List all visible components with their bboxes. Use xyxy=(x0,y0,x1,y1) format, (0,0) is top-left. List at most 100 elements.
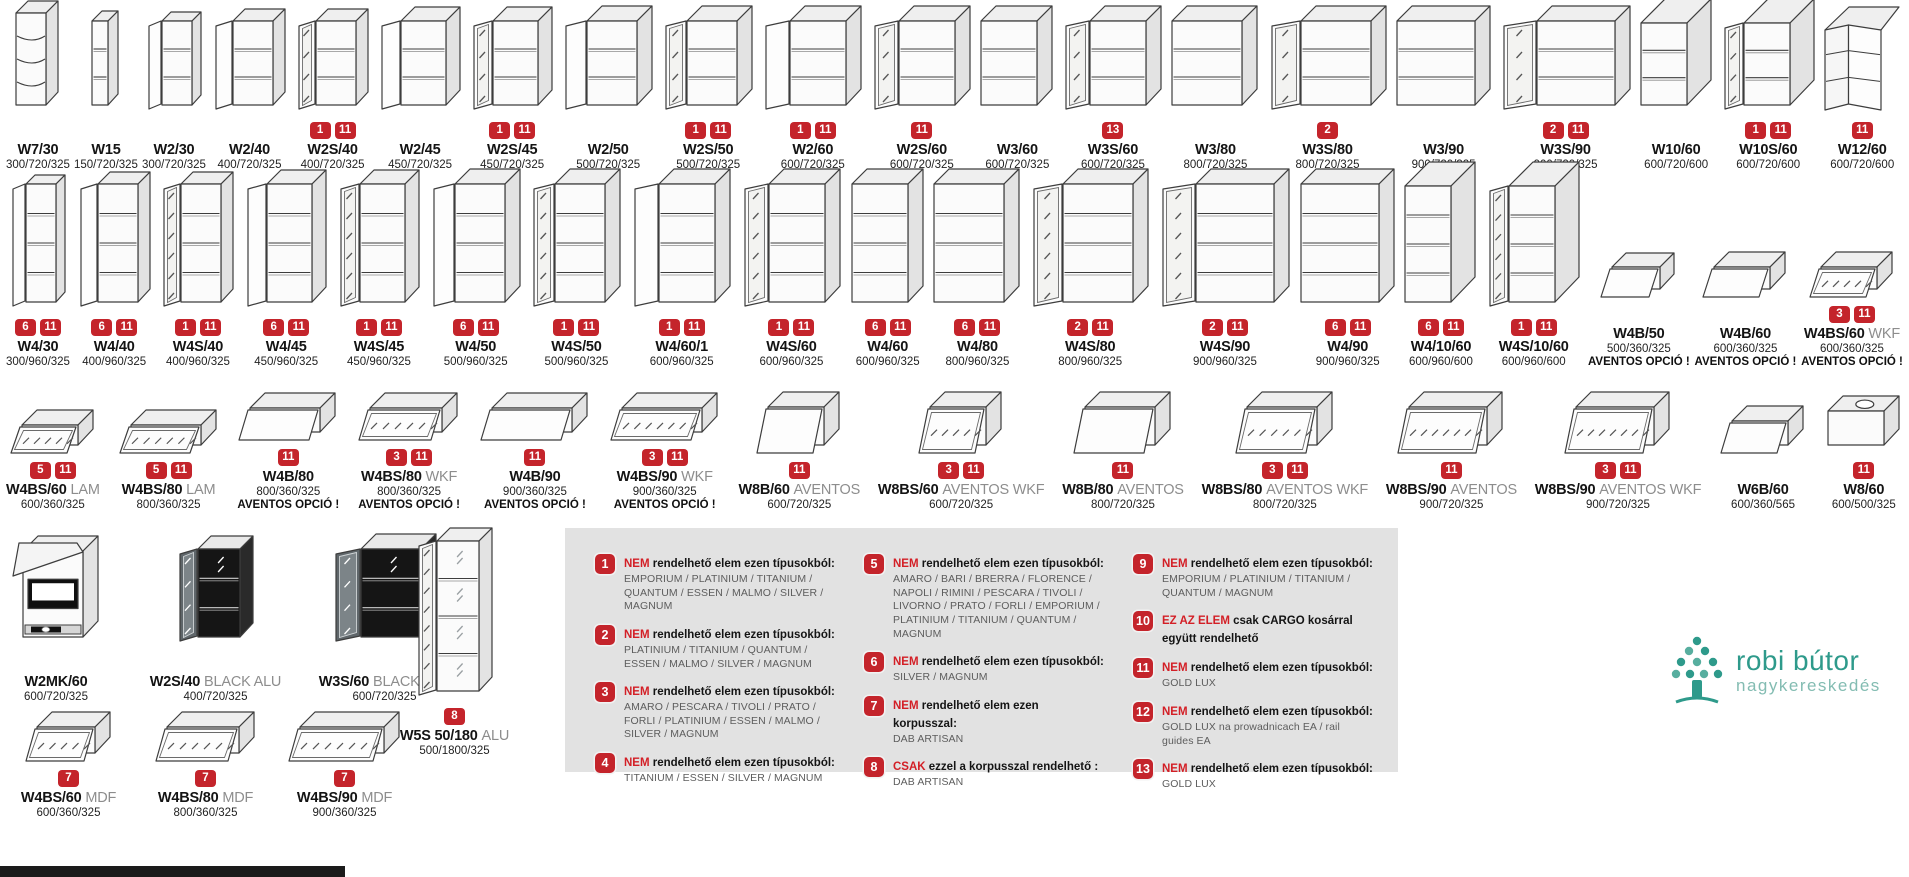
legend-body: PLATINIUM / TITANIUM / QUANTUM / ESSEN /… xyxy=(624,643,812,670)
cabinet-illustration xyxy=(931,165,1023,317)
restriction-badge: 11 xyxy=(578,319,600,336)
cabinet-dimensions: 300/720/325 xyxy=(6,159,70,171)
cabinet-dimensions: 800/960/325 xyxy=(945,356,1010,368)
cabinet-drawing-open xyxy=(933,168,1021,303)
legend-heading: NEM rendelhető elem ezen típusokból: xyxy=(624,558,835,570)
aventos-note: AVENTOS OPCIÓ ! xyxy=(358,499,461,511)
badge-list: 1 11 xyxy=(489,122,536,141)
restriction-badge: 1 xyxy=(174,319,196,336)
restriction-badge: 11 xyxy=(1567,122,1589,139)
legend-heading: NEM rendelhető elem ezen típusokból: xyxy=(1162,705,1373,718)
cabinet-dimensions: 900/360/325 xyxy=(312,807,377,819)
restriction-badge: 6 xyxy=(1417,319,1439,336)
cabinet-drawing-door xyxy=(215,8,286,110)
cabinet-illustration xyxy=(739,165,844,317)
cabinet-drawing-door xyxy=(381,6,461,110)
restriction-badge: 8 xyxy=(444,708,465,725)
cabinet-illustration xyxy=(335,165,423,317)
cabinet-illustration xyxy=(528,165,624,317)
cabinet-item: 13 W3S/60 600/720/325 xyxy=(1060,2,1165,171)
restriction-badge: 11 xyxy=(793,319,815,336)
cabinet-dimensions: 600/720/325 xyxy=(1080,159,1145,171)
cabinet-item: 11 W4B/80 800/360/325 AVENTOS OPCIÓ ! xyxy=(237,345,339,511)
restriction-badge: 1 xyxy=(355,319,377,336)
cabinet-drawing-corner xyxy=(1404,161,1477,303)
cabinet-code: W2S/50 xyxy=(683,142,734,158)
restriction-badge: 11 xyxy=(54,462,76,479)
legend-badge: 6 xyxy=(864,652,884,673)
restriction-badge: 11 xyxy=(170,462,192,479)
cabinet-dimensions: 500/960/325 xyxy=(443,356,508,368)
legend-heading: NEM rendelhető elem ezen típusokból: xyxy=(1162,662,1373,675)
restriction-badge: 2 xyxy=(1317,122,1339,139)
badge-list: 6 11 xyxy=(1324,319,1371,338)
legend-body: GOLD LUX xyxy=(1162,677,1216,690)
restriction-badge: 11 xyxy=(39,319,61,336)
legend-badge: 10 xyxy=(1133,611,1153,632)
cabinet-item: 11 W8BS/90 AVENTOS 900/720/325 xyxy=(1386,358,1517,511)
cabinet-item: W15 150/720/325 xyxy=(74,2,138,171)
cabinet-illustration xyxy=(143,2,205,120)
badge-list: 11 xyxy=(1112,462,1134,481)
restriction-badge: 1 xyxy=(685,122,707,139)
cabinet-item: 11 W12/60 600/720/600 xyxy=(1822,2,1903,171)
cabinet-dimensions: 900/720/325 xyxy=(1586,499,1650,511)
cabinet-dimensions: 800/960/325 xyxy=(1058,356,1123,368)
legend-heading: NEM rendelhető elem ezen típusokból: xyxy=(1162,763,1373,776)
badge-list: 7 xyxy=(334,770,355,789)
cabinet-illustration xyxy=(1266,2,1390,120)
cabinet-illustration xyxy=(357,345,461,447)
cabinet-illustration xyxy=(154,690,258,768)
badge-list: 13 xyxy=(1102,122,1124,141)
cabinet-item: 11 W2S/60 600/720/325 xyxy=(869,2,974,171)
cabinet-drawing-glass xyxy=(874,5,971,110)
cabinet-item: 1 11 W4S/60 600/960/325 xyxy=(739,165,844,368)
restriction-badge: 11 xyxy=(1440,462,1462,479)
cabinet-code: W15 xyxy=(91,142,121,158)
aventos-note: AVENTOS OPCIÓ ! xyxy=(613,499,716,511)
cabinet-item: 7 W4BS/90 MDF 900/360/325 xyxy=(272,690,417,819)
cabinet-variant: WKF xyxy=(681,469,713,485)
cabinet-illustration xyxy=(158,165,237,317)
cabinet-item: W7/30 300/720/325 xyxy=(6,0,70,171)
legend-text: NEM rendelhető elem ezen korpusszal: DAB … xyxy=(893,696,1105,747)
cabinet-illustration xyxy=(1298,165,1398,317)
badge-list: 3 11 xyxy=(1828,306,1875,325)
badge-list: 1 11 xyxy=(685,122,732,141)
cabinet-item: 2 W3S/80 800/720/325 xyxy=(1266,2,1390,171)
badge-list: 11 xyxy=(1851,122,1873,141)
cabinet-illustration xyxy=(1484,161,1583,317)
legend-body: GOLD LUX xyxy=(1162,778,1216,791)
cabinet-dimensions: 800/720/325 xyxy=(1295,159,1360,171)
restriction-badge: 2 xyxy=(1542,122,1564,139)
legend-text: NEM rendelhető elem ezen típusokból: AMAR… xyxy=(893,554,1105,641)
cabinet-code: W3/90 xyxy=(1423,142,1465,158)
restriction-legend: 1 NEM rendelhető elem ezen típusokból: EMP… xyxy=(565,528,1398,790)
cabinet-code: W4BS/60 MDF xyxy=(20,790,117,806)
cabinet-drawing-glass xyxy=(533,168,622,307)
cabinet-code: W2S/40 BLACK ALU xyxy=(149,674,282,690)
restriction-badge: 1 xyxy=(658,319,680,336)
badge-list: 6 11 xyxy=(263,319,310,338)
badge-list: 3 11 xyxy=(386,449,433,468)
cabinet-drawing-corner-glass xyxy=(1724,0,1815,110)
cabinet-item: 1 11 W4S/45 450/960/325 xyxy=(335,165,423,368)
badge-list: 3 11 xyxy=(1594,462,1641,481)
cabinet-illustration xyxy=(10,535,102,652)
legend-item: 3 NEM rendelhető elem ezen típusokból: AMA… xyxy=(595,682,836,742)
legend-item: 7 NEM rendelhető elem ezen korpusszal: DAB… xyxy=(864,695,1105,747)
cabinet-code: W2S/45 xyxy=(486,142,538,158)
cabinet-item: W4B/60 600/360/325 AVENTOS OPCIÓ ! xyxy=(1695,152,1796,368)
cabinet-item: 6 11 W4/10/60 600/960/600 xyxy=(1402,161,1479,368)
cabinet-dimensions: 600/720/325 xyxy=(352,691,417,703)
legend-item: 10 EZ AZ ELEM csak CARGO kosárral együtt … xyxy=(1133,611,1374,647)
cabinet-drawing-door xyxy=(247,169,327,307)
cabinet-drawing-door xyxy=(12,174,66,307)
cabinet-dimensions: 500/1800/325 xyxy=(419,745,490,757)
cabinet-code: W4BS/80 WKF xyxy=(361,469,458,485)
cabinet-drawing-flap-glass xyxy=(1564,391,1670,454)
cabinet-illustration xyxy=(89,2,122,120)
cabinet-item: 6 11 W4/30 300/960/325 xyxy=(6,165,70,368)
cabinet-code: W8BS/80 AVENTOS WKF xyxy=(1201,482,1369,498)
